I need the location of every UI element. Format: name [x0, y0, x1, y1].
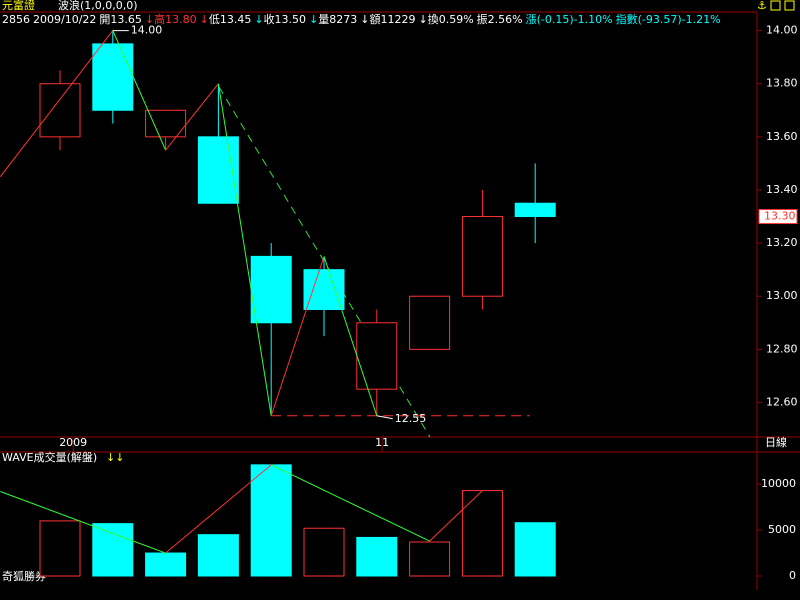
indicator: 波浪(1,0,0,0,0)	[58, 0, 138, 12]
header-item: ↓	[419, 13, 428, 26]
x-tick-label: 11	[375, 436, 389, 449]
y-tick-label: 13.00	[766, 289, 798, 302]
y-tick-label: 12.60	[766, 395, 798, 408]
volume-bar	[303, 527, 345, 577]
volume-bar	[92, 523, 134, 577]
y-tick-label: 0	[789, 569, 796, 582]
volume-bar	[514, 522, 556, 577]
volume-bar	[461, 490, 503, 577]
chart-title: 元富證	[2, 0, 35, 12]
wave-segment	[217, 83, 272, 416]
candle-body	[409, 295, 451, 350]
header-item: 振2.56%	[477, 12, 523, 26]
candle-body	[92, 43, 134, 111]
volume-bar	[39, 520, 81, 577]
y-tick-label: 12.80	[766, 342, 798, 355]
volume-bar	[197, 534, 239, 577]
header-item: 換0.59%	[428, 13, 474, 26]
wave-label: 14.00	[131, 24, 163, 37]
last-price-box	[758, 209, 798, 225]
candle-body	[356, 322, 398, 390]
candle-body	[461, 216, 503, 297]
volume-arrows: ↓↓	[106, 451, 124, 464]
candle-body	[514, 202, 556, 218]
y-tick-label: 13.40	[766, 183, 798, 196]
volume-bar	[250, 464, 292, 577]
period-label: 日線	[765, 435, 787, 449]
wave-segment	[165, 464, 272, 554]
y-tick-label: 14.00	[766, 24, 798, 37]
wave-segment	[0, 30, 114, 177]
y-tick-label: 10000	[761, 477, 796, 490]
y-tick-label: 5000	[768, 523, 796, 536]
y-tick-label: 13.20	[766, 236, 798, 249]
wave-segment	[112, 30, 167, 151]
wave-label-leader	[376, 415, 393, 420]
x-tick-label: 2009	[59, 436, 87, 449]
header-item: 額11229	[370, 13, 416, 26]
volume-bar	[356, 536, 398, 577]
header: 2856 2009/10/22 開13.65 ↓ 高13.80 ↓ 低13.45 ↓ 收13.5…	[2, 12, 721, 26]
candle-body	[39, 83, 81, 138]
wave-segment	[270, 464, 430, 542]
header-item: 量8273	[318, 13, 357, 26]
candle-body	[145, 109, 187, 138]
header-item: 漲(-0.15)-1.10%	[526, 13, 613, 26]
header-item: ↓	[360, 13, 369, 26]
y-tick-label: 13.60	[766, 130, 798, 143]
wave-segment	[429, 490, 483, 542]
header-item: ↓	[200, 13, 209, 26]
header-item: ↓	[145, 13, 154, 26]
header-item: 高13.80	[154, 12, 197, 26]
footer: 奇狐勝券	[2, 569, 46, 583]
volume-title: WAVE成交量(解盤)	[2, 450, 97, 464]
header-item: 收13.50	[264, 12, 307, 26]
wave-segment	[270, 256, 325, 416]
header-item: 2009/10/22	[33, 13, 96, 26]
header-item: 指數(-93.57)-1.21%	[616, 12, 721, 26]
candle-body	[250, 255, 292, 324]
header-item: 2856	[2, 13, 30, 26]
candle-body	[303, 269, 345, 310]
volume-bar	[145, 552, 187, 577]
icon[interactable]: ⚓	[757, 0, 767, 12]
header-item: ↓	[254, 13, 263, 26]
close-button[interactable]	[784, 0, 795, 11]
header-item: ↓	[309, 13, 318, 26]
wave-segment	[165, 83, 219, 151]
volume-bar	[409, 541, 451, 577]
last-price-label: 13.30	[764, 210, 796, 223]
wave-segment	[323, 256, 378, 416]
wave-label: 12.55	[395, 412, 427, 425]
y-tick-label: 13.80	[766, 77, 798, 90]
wave-segment	[0, 491, 166, 554]
header-item: 開13.65	[99, 13, 142, 26]
minimize-button[interactable]	[770, 0, 781, 11]
header-item: 低13.45	[209, 13, 252, 26]
